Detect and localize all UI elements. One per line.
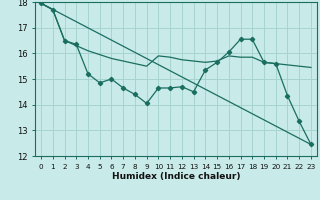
- X-axis label: Humidex (Indice chaleur): Humidex (Indice chaleur): [112, 172, 240, 181]
